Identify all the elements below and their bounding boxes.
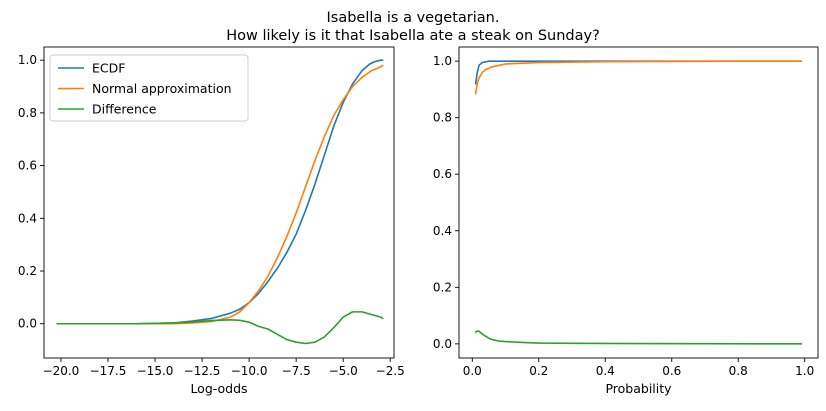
x-tick-label: 0.4	[596, 364, 615, 378]
y-tick-label: 0.6	[18, 159, 37, 173]
y-tick-label: 1.0	[18, 53, 37, 67]
series-line-difference	[474, 330, 803, 345]
series-line-normal-approximation	[474, 60, 803, 95]
y-tick-label: 0.0	[18, 317, 37, 331]
series-line-ecdf	[474, 60, 803, 85]
x-axis-label: Log-odds	[190, 381, 247, 396]
x-tick-label: −5.0	[329, 364, 358, 378]
x-tick-label: 0.0	[463, 364, 482, 378]
x-tick-label: −17.5	[90, 364, 127, 378]
y-tick-label: 0.2	[433, 280, 452, 294]
x-tick-label: −12.5	[184, 364, 221, 378]
y-tick-label: 0.8	[433, 111, 452, 125]
right-panel-probability: 0.0 0.2 0.4 0.6 0.8 1.0 0.0 0.2 0.4 0.6 0.8 1.0 Prob…	[433, 46, 819, 396]
x-tick-label: −15.0	[137, 364, 174, 378]
y-tick-label: 0.4	[18, 211, 37, 225]
x-tick-label: 0.6	[662, 364, 681, 378]
legend-box	[49, 54, 249, 122]
plot-frame	[43, 46, 395, 359]
x-tick-label: −2.5	[376, 364, 405, 378]
series-line-difference	[56, 311, 384, 345]
x-tick-label: 1.0	[795, 364, 814, 378]
left-panel-log-odds: −20.0 −17.5 −15.0 −12.5 −10.0 −7.5 −5.0 −2.5 0.0…	[18, 46, 405, 396]
x-axis-label: Probability	[605, 381, 672, 396]
y-tick-label: 0.4	[433, 224, 452, 238]
series-line-normal-approximation	[56, 64, 384, 325]
x-tick-label: 0.8	[729, 364, 748, 378]
legend-label-difference: Difference	[92, 102, 157, 117]
legend-label-normal-approximation: Normal approximation	[92, 81, 232, 96]
legend-label-ecdf: ECDF	[92, 61, 125, 76]
y-tick-label: 0.8	[18, 106, 37, 120]
figure-title-line-2: How likely is it that Isabella ate a ste…	[226, 28, 600, 44]
y-tick-label: 1.0	[433, 54, 452, 68]
x-tick-label: 0.2	[529, 364, 548, 378]
x-tick-label: −10.0	[231, 364, 268, 378]
y-tick-label: 0.0	[433, 337, 452, 351]
y-tick-label: 0.2	[18, 264, 37, 278]
x-tick-label: −20.0	[43, 364, 80, 378]
y-tick-label: 0.6	[433, 167, 452, 181]
plot-frame	[458, 46, 819, 359]
legend: ECDF Normal approximation Difference	[49, 54, 249, 122]
figure-title-line-1: Isabella is a vegetarian.	[327, 10, 500, 26]
x-tick-label: −7.5	[282, 364, 311, 378]
